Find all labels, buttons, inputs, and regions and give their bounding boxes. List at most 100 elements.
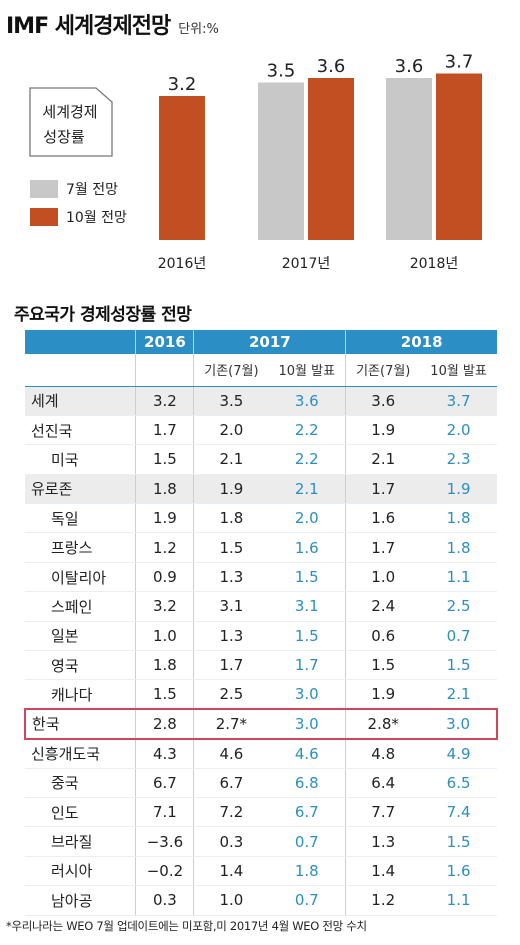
value-2016: −0.2 [135,856,194,887]
table-row: 프랑스 1.2 1.5 1.6 1.7 1.8 [25,532,497,563]
value-oct-2017: 3.0 [268,679,346,710]
value-2016: 3.2 [135,386,194,416]
table-row: 한국 2.8 2.7* 3.0 2.8* 3.0 [24,708,498,740]
value-jul-2017: 3.1 [193,591,269,622]
subheader-jul-2017: 기존(7월) [193,354,269,387]
table-row: 인도 7.1 7.2 6.7 7.7 7.4 [25,797,497,828]
subheader-blank [25,354,136,387]
country-cell: 독일 [25,503,136,534]
x-tick-label: 2016년 [158,256,207,272]
table-row: 선진국 1.7 2.0 2.2 1.9 2.0 [25,415,497,446]
value-oct-2017: 6.8 [268,768,346,798]
value-oct-2018: 2.0 [420,415,497,446]
table-row: 신흥개도국 4.3 4.6 4.6 4.8 4.9 [25,738,497,769]
forecast-table: 2016 2017 2018 기존(7월) 10월 발표 기존(7월) 10월 … [24,330,498,916]
table-row: 유로존 1.8 1.9 2.1 1.7 1.9 [25,474,497,505]
country-cell: 영국 [25,650,136,681]
value-oct-2017: 0.7 [268,885,346,916]
value-jul-2018: 2.4 [345,591,421,622]
value-oct-2017: 0.7 [268,826,346,857]
value-oct-2017: 1.5 [268,562,346,593]
value-jul-2017: 2.1 [193,444,269,475]
country-cell: 미국 [25,444,136,475]
value-2016: 0.3 [135,885,194,916]
value-oct-2017: 2.1 [268,474,346,505]
country-cell: 신흥개도국 [25,738,136,769]
value-jul-2018: 1.2 [345,885,421,916]
value-2016: 1.8 [135,474,194,505]
value-oct-2018: 1.5 [420,650,497,681]
value-jul-2017: 6.7 [193,768,269,798]
value-oct-2018: 3.7 [420,386,497,416]
table-row: 미국 1.5 2.1 2.2 2.1 2.3 [25,444,497,475]
value-jul-2018: 1.9 [345,679,421,710]
value-oct-2017: 1.5 [268,621,346,652]
country-cell: 브라질 [25,826,136,857]
table-row: 독일 1.9 1.8 2.0 1.6 1.8 [25,503,497,534]
value-oct-2018: 6.5 [420,768,497,798]
value-oct-2017: 3.1 [268,591,346,622]
x-tick-label: 2017년 [282,256,331,272]
title-row: IMF 세계경제전망 단위:% [6,8,219,40]
value-jul-2017: 1.8 [193,503,269,534]
value-2016: 2.8 [135,708,194,740]
value-2016: 1.9 [135,503,194,534]
value-oct-2018: 1.8 [420,532,497,563]
callout-line-2: 성장률 [43,128,85,146]
subheader-oct-2017: 10월 발표 [268,354,346,387]
value-jul-2017: 1.3 [193,562,269,593]
value-jul-2017: 1.3 [193,621,269,652]
country-cell: 선진국 [25,415,136,446]
country-cell: 유로존 [25,474,136,505]
value-oct-2017: 3.0 [268,708,346,740]
subheader-blank-2016 [135,354,194,387]
value-jul-2018: 1.5 [345,650,421,681]
country-cell: 스페인 [25,591,136,622]
table-row: 러시아 −0.2 1.4 1.8 1.4 1.6 [25,856,497,887]
bar-value-label: 3.2 [168,74,197,95]
value-jul-2018: 1.3 [345,826,421,857]
value-oct-2018: 2.5 [420,591,497,622]
table-row: 중국 6.7 6.7 6.8 6.4 6.5 [25,768,497,798]
value-oct-2017: 1.7 [268,650,346,681]
value-oct-2017: 1.8 [268,856,346,887]
value-jul-2018: 1.9 [345,415,421,446]
subheader-oct-2018: 10월 발표 [420,354,497,387]
value-oct-2017: 2.2 [268,444,346,475]
country-cell: 이탈리아 [25,562,136,593]
value-jul-2018: 3.6 [345,386,421,416]
value-oct-2018: 1.1 [420,562,497,593]
value-jul-2017: 2.0 [193,415,269,446]
country-cell: 세계 [25,386,136,416]
header-year-2016: 2016 [135,330,194,354]
table-row: 캐나다 1.5 2.5 3.0 1.9 2.1 [25,679,497,710]
bar-value-label: 3.6 [395,56,424,77]
value-oct-2018: 1.1 [420,885,497,916]
table-row: 일본 1.0 1.3 1.5 0.6 0.7 [25,621,497,652]
legend-swatch-jul [30,180,58,198]
value-2016: 1.2 [135,532,194,563]
table-row: 이탈리아 0.9 1.3 1.5 1.0 1.1 [25,562,497,593]
value-2016: 6.7 [135,768,194,798]
value-jul-2018: 1.7 [345,474,421,505]
value-2016: 1.5 [135,679,194,710]
x-tick-label: 2018년 [410,256,459,272]
bar-oct-2018년 [436,73,482,240]
country-cell: 한국 [24,708,136,740]
page-title: IMF 세계경제전망 [6,14,171,39]
legend-label-jul: 7월 전망 [66,182,118,198]
value-jul-2018: 7.7 [345,797,421,828]
subheader-jul-2018: 기존(7월) [345,354,421,387]
country-cell: 인도 [25,797,136,828]
country-cell: 프랑스 [25,532,136,563]
value-oct-2017: 2.0 [268,503,346,534]
table-row: 스페인 3.2 3.1 3.1 2.4 2.5 [25,591,497,622]
table-row: 남아공 0.3 1.0 0.7 1.2 1.1 [25,885,497,916]
table-section-title: 주요국가 경제성장률 전망 [14,305,192,325]
country-cell: 중국 [25,768,136,798]
value-jul-2018: 0.6 [345,621,421,652]
value-jul-2018: 2.1 [345,444,421,475]
value-2016: 3.2 [135,591,194,622]
chart-legend: 7월 전망 10월 전망 [30,180,127,226]
country-cell: 남아공 [25,885,136,916]
